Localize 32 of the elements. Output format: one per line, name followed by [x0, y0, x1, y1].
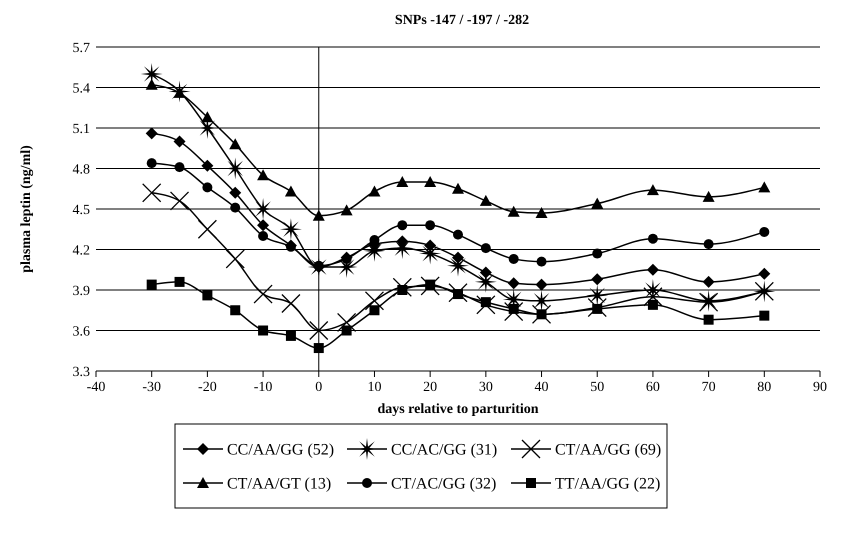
x-tick-label: -40	[86, 380, 106, 395]
chart-title: SNPs -147 / -197 / -282	[394, 13, 530, 28]
legend-label: CT/AC/GG (32)	[391, 476, 496, 493]
y-tick-label: 3.3	[72, 364, 90, 380]
y-tick-label: 5.7	[72, 40, 90, 56]
x-axis-title: days relative to parturition	[377, 402, 539, 417]
legend-label: TT/AA/GG (22)	[555, 476, 660, 493]
y-tick-label: 4.8	[72, 162, 90, 178]
legend-label: CC/AC/GG (31)	[391, 442, 498, 459]
x-tick-label: 30	[478, 380, 493, 395]
y-tick-label: 5.4	[72, 81, 90, 96]
legend-label: CT/AA/GT (13)	[227, 476, 332, 493]
x-tick-label: 40	[534, 380, 549, 395]
x-tick-label: 70	[702, 380, 716, 395]
x-tick-label: -10	[254, 380, 272, 395]
x-tick-label: 0	[315, 380, 322, 395]
x-tick-label: 60	[646, 380, 660, 395]
x-tick-label: 90	[813, 380, 827, 395]
x-tick-label: 20	[423, 380, 438, 395]
y-axis-title: plasma leptin (ng/ml)	[19, 144, 34, 273]
y-tick-label: 4.2	[72, 243, 90, 258]
y-tick-label: 3.9	[72, 284, 90, 299]
y-tick-label: 3.6	[72, 324, 90, 340]
x-tick-label: 10	[367, 380, 382, 395]
legend-label: CT/AA/GG (69)	[555, 442, 662, 459]
y-tick-label: 4.5	[72, 202, 90, 218]
x-tick-label: 50	[590, 380, 604, 395]
x-tick-label: 80	[757, 380, 772, 395]
legend-label: CC/AA/GG (52)	[227, 442, 334, 459]
x-tick-label: -20	[198, 380, 217, 395]
y-tick-label: 5.1	[72, 122, 90, 137]
x-tick-label: -30	[142, 380, 162, 395]
